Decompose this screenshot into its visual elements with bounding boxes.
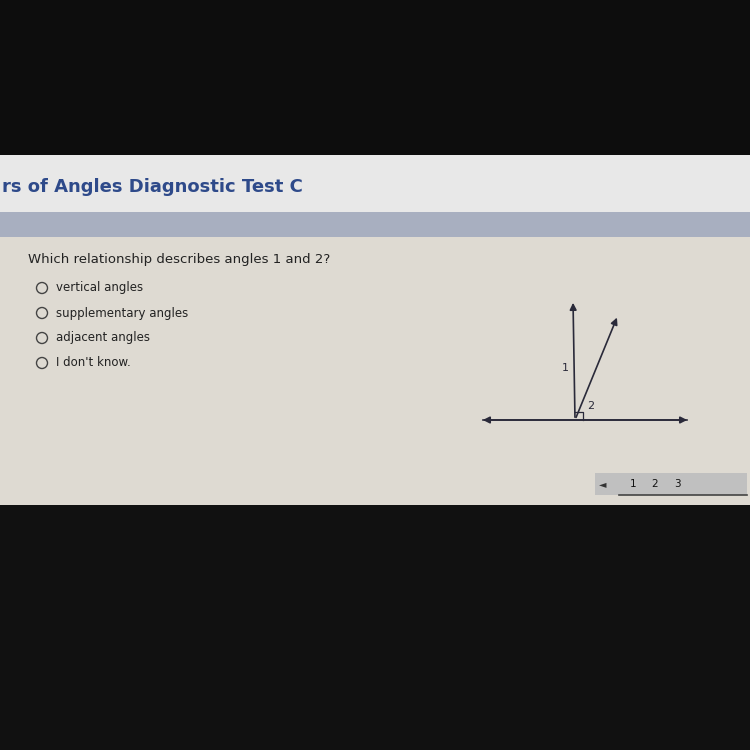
Bar [0,155,750,215]
Text: 2: 2 [652,479,658,489]
Text: 1: 1 [562,363,568,373]
Text: adjacent angles: adjacent angles [56,332,150,344]
Bar [0,505,750,750]
Text: 3: 3 [674,479,680,489]
Bar [8,242,742,500]
Text: 1: 1 [630,479,636,489]
Text: rs of Angles Diagnostic Test C: rs of Angles Diagnostic Test C [2,178,303,196]
Text: Which relationship describes angles 1 and 2?: Which relationship describes angles 1 an… [28,254,330,266]
Text: supplementary angles: supplementary angles [56,307,188,320]
Bar [0,212,750,240]
Text: 2: 2 [587,401,595,411]
Text: ◄: ◄ [599,479,607,489]
Bar [0,237,750,505]
Bar [0,0,750,160]
Text: I don't know.: I don't know. [56,356,130,370]
Text: vertical angles: vertical angles [56,281,143,295]
Bar [595,473,747,495]
